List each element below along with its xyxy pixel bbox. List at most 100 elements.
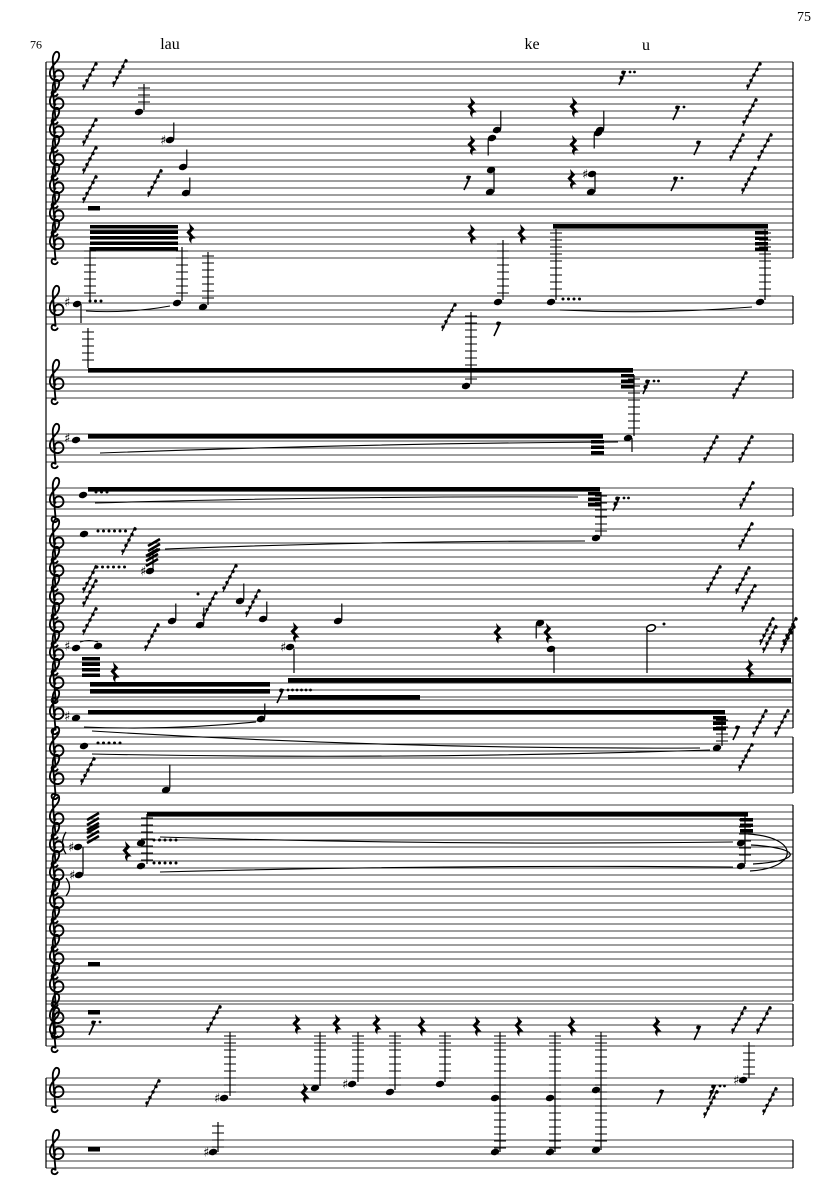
grace-run (94, 118, 98, 122)
augmentation-dots (158, 838, 161, 842)
eighth-rest (466, 175, 471, 180)
grace-run (706, 1106, 710, 1111)
grace-run (754, 98, 758, 102)
note (591, 534, 601, 542)
grace-run (741, 759, 745, 764)
sharp-accidental: ♯ (64, 432, 70, 447)
note (285, 643, 295, 651)
augmentation-dots (628, 70, 632, 74)
augmentation-dots (680, 176, 684, 180)
note (486, 166, 496, 174)
augmentation-dots (295, 688, 299, 692)
grace-run (145, 1101, 149, 1105)
grace-run (222, 586, 226, 590)
grace-run (747, 566, 751, 570)
grace-run (768, 1098, 772, 1102)
beam-stack (755, 242, 768, 246)
grace-run (744, 371, 748, 375)
grace-run (121, 549, 125, 553)
beam-stack (621, 374, 634, 378)
beam (88, 487, 600, 492)
grace-run (94, 565, 98, 569)
note (490, 1148, 500, 1156)
beam-stack (90, 230, 178, 234)
grace-run (738, 544, 742, 548)
sharp-accidental: ♯ (64, 710, 70, 725)
note (145, 567, 155, 575)
sharp-accidental: ♯ (733, 1074, 739, 1089)
augmentation-dots (107, 529, 111, 533)
grace-run (453, 303, 457, 307)
eighth-rest (279, 688, 284, 693)
grace-run (780, 720, 784, 724)
augmentation-dots (622, 496, 626, 500)
augmentation-dots (652, 379, 656, 383)
grace-run (124, 59, 128, 63)
grace-run (774, 1087, 778, 1091)
grace-run (758, 720, 762, 724)
slur (91, 730, 701, 749)
grace-run (88, 186, 92, 190)
augmentation-dots (102, 741, 105, 745)
quarter-rest (467, 224, 477, 245)
grace-run (738, 457, 742, 461)
eighth-rest (621, 70, 626, 75)
slur (85, 305, 171, 313)
grace-run (774, 731, 778, 735)
grace-run (732, 149, 736, 154)
grace-run (82, 168, 86, 172)
half-rest (88, 1010, 100, 1015)
tremolo (86, 824, 100, 835)
beam-stack (82, 668, 100, 672)
note (591, 1146, 601, 1154)
note (546, 298, 556, 306)
augmentation-dots (124, 529, 127, 533)
augmentation-dots (196, 592, 200, 596)
grace-run (85, 595, 89, 600)
grace-run (744, 446, 748, 450)
beam-stack (713, 716, 726, 720)
note (587, 170, 597, 178)
parenthesis (61, 831, 67, 855)
grace-run (94, 579, 98, 583)
grace-run (750, 589, 754, 594)
beam (553, 224, 768, 229)
grace-run (441, 325, 445, 329)
eighth-rest (615, 496, 620, 501)
grace-run (745, 492, 749, 496)
grace-run (729, 155, 733, 159)
note (435, 1080, 445, 1088)
augmentation-dots (291, 688, 294, 692)
beam (90, 689, 270, 694)
beam-stack (713, 721, 726, 725)
grace-run (747, 748, 751, 753)
slur (164, 540, 586, 550)
grace-run (251, 600, 255, 604)
tremolo (86, 816, 100, 827)
tremolo (86, 834, 100, 845)
note (172, 299, 182, 307)
beam-stack (755, 236, 768, 240)
note (72, 300, 82, 308)
grace-run (715, 435, 719, 439)
grace-run (742, 120, 746, 124)
eighth-rest (643, 385, 648, 389)
quarter-rest (290, 622, 300, 643)
quarter-rest (493, 623, 503, 644)
augmentation-dots (572, 297, 576, 301)
grace-run (765, 628, 769, 632)
grace-run (750, 743, 754, 747)
grace-run (747, 527, 751, 532)
beam-stack (90, 241, 178, 245)
note (258, 615, 268, 623)
grace-run (147, 191, 151, 195)
augmentation-dots (718, 1084, 722, 1088)
grace-run (744, 571, 748, 576)
note (492, 126, 502, 134)
grace-run (745, 114, 749, 119)
grace-run (112, 81, 116, 85)
quarter-rest (332, 1014, 342, 1035)
beam (288, 695, 420, 700)
grace-run (706, 451, 710, 456)
